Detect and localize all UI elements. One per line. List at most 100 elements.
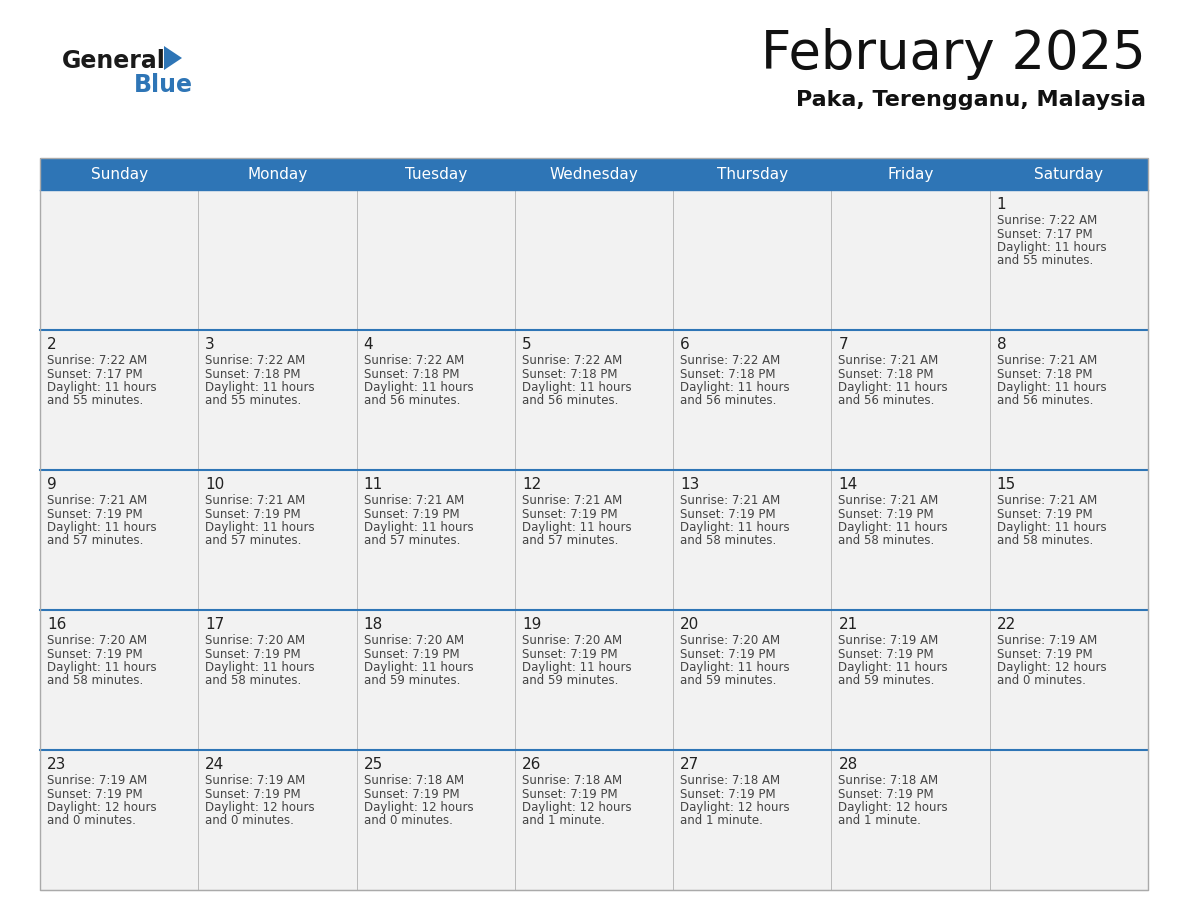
Bar (356, 190, 514, 330)
Text: Daylight: 11 hours: Daylight: 11 hours (681, 661, 790, 674)
Bar (356, 610, 514, 750)
Text: Sunrise: 7:21 AM: Sunrise: 7:21 AM (364, 494, 463, 507)
Text: 13: 13 (681, 477, 700, 492)
Text: Sunset: 7:18 PM: Sunset: 7:18 PM (522, 367, 618, 380)
Text: Sunset: 7:19 PM: Sunset: 7:19 PM (364, 647, 460, 660)
Text: and 0 minutes.: and 0 minutes. (364, 814, 453, 827)
Text: Sunset: 7:17 PM: Sunset: 7:17 PM (48, 367, 143, 380)
Text: Sunrise: 7:19 AM: Sunrise: 7:19 AM (997, 634, 1097, 647)
Text: 19: 19 (522, 617, 542, 632)
Text: Sunset: 7:19 PM: Sunset: 7:19 PM (48, 647, 143, 660)
Text: and 56 minutes.: and 56 minutes. (522, 395, 618, 408)
Text: and 57 minutes.: and 57 minutes. (522, 534, 618, 547)
Bar (356, 750, 514, 890)
Text: Sunset: 7:19 PM: Sunset: 7:19 PM (997, 647, 1092, 660)
Text: Daylight: 11 hours: Daylight: 11 hours (206, 521, 315, 534)
Text: and 59 minutes.: and 59 minutes. (839, 675, 935, 688)
Text: Sunrise: 7:22 AM: Sunrise: 7:22 AM (364, 354, 463, 367)
Bar (514, 190, 674, 330)
Text: Sunset: 7:19 PM: Sunset: 7:19 PM (206, 647, 301, 660)
Text: Daylight: 11 hours: Daylight: 11 hours (997, 241, 1106, 254)
Text: Sunset: 7:17 PM: Sunset: 7:17 PM (997, 228, 1092, 241)
Text: Sunrise: 7:18 AM: Sunrise: 7:18 AM (839, 774, 939, 787)
Text: 6: 6 (681, 337, 690, 352)
Text: Sunrise: 7:21 AM: Sunrise: 7:21 AM (206, 494, 305, 507)
Bar (40, 750, 198, 890)
Bar (356, 470, 514, 610)
Text: and 59 minutes.: and 59 minutes. (681, 675, 777, 688)
Text: Sunset: 7:19 PM: Sunset: 7:19 PM (522, 788, 618, 800)
Text: 4: 4 (364, 337, 373, 352)
Bar (990, 610, 1148, 750)
Text: Daylight: 12 hours: Daylight: 12 hours (48, 801, 157, 814)
Text: Daylight: 11 hours: Daylight: 11 hours (522, 381, 632, 394)
Text: Daylight: 12 hours: Daylight: 12 hours (997, 661, 1106, 674)
Text: Sunset: 7:18 PM: Sunset: 7:18 PM (206, 367, 301, 380)
Text: and 58 minutes.: and 58 minutes. (997, 534, 1093, 547)
Text: 25: 25 (364, 757, 383, 772)
Text: Sunrise: 7:18 AM: Sunrise: 7:18 AM (681, 774, 781, 787)
Text: Daylight: 11 hours: Daylight: 11 hours (364, 521, 473, 534)
Text: Sunset: 7:18 PM: Sunset: 7:18 PM (364, 367, 459, 380)
Text: Sunrise: 7:22 AM: Sunrise: 7:22 AM (206, 354, 305, 367)
Polygon shape (164, 46, 182, 70)
Text: and 56 minutes.: and 56 minutes. (364, 395, 460, 408)
Text: Sunset: 7:19 PM: Sunset: 7:19 PM (206, 788, 301, 800)
Bar (514, 610, 674, 750)
Text: 11: 11 (364, 477, 383, 492)
Text: Sunrise: 7:22 AM: Sunrise: 7:22 AM (997, 214, 1097, 227)
Text: 20: 20 (681, 617, 700, 632)
Text: Sunset: 7:19 PM: Sunset: 7:19 PM (522, 647, 618, 660)
Bar (514, 470, 674, 610)
Text: and 55 minutes.: and 55 minutes. (206, 395, 302, 408)
Bar (832, 610, 990, 750)
Text: 12: 12 (522, 477, 541, 492)
Text: Monday: Monday (247, 166, 308, 182)
Text: Daylight: 11 hours: Daylight: 11 hours (681, 521, 790, 534)
Text: Sunrise: 7:20 AM: Sunrise: 7:20 AM (48, 634, 147, 647)
Text: Sunset: 7:19 PM: Sunset: 7:19 PM (681, 508, 776, 521)
Bar (832, 470, 990, 610)
Text: Sunset: 7:19 PM: Sunset: 7:19 PM (522, 508, 618, 521)
Bar (990, 190, 1148, 330)
Bar (832, 190, 990, 330)
Bar (356, 330, 514, 470)
Bar (514, 330, 674, 470)
Bar (40, 470, 198, 610)
Bar (198, 750, 356, 890)
Text: Sunrise: 7:22 AM: Sunrise: 7:22 AM (48, 354, 147, 367)
Bar (674, 610, 832, 750)
Text: Sunset: 7:18 PM: Sunset: 7:18 PM (839, 367, 934, 380)
Text: Daylight: 11 hours: Daylight: 11 hours (839, 661, 948, 674)
Text: Daylight: 11 hours: Daylight: 11 hours (48, 381, 157, 394)
Text: Tuesday: Tuesday (405, 166, 467, 182)
Text: and 1 minute.: and 1 minute. (681, 814, 763, 827)
Bar (674, 470, 832, 610)
Text: Sunset: 7:19 PM: Sunset: 7:19 PM (364, 788, 460, 800)
Bar (674, 330, 832, 470)
Text: Sunrise: 7:18 AM: Sunrise: 7:18 AM (364, 774, 463, 787)
Text: 23: 23 (48, 757, 67, 772)
Bar (990, 750, 1148, 890)
Text: Daylight: 12 hours: Daylight: 12 hours (522, 801, 632, 814)
Text: Daylight: 11 hours: Daylight: 11 hours (997, 381, 1106, 394)
Text: and 57 minutes.: and 57 minutes. (364, 534, 460, 547)
Text: Daylight: 12 hours: Daylight: 12 hours (364, 801, 473, 814)
Text: 26: 26 (522, 757, 542, 772)
Bar (674, 750, 832, 890)
Text: and 56 minutes.: and 56 minutes. (839, 395, 935, 408)
Bar (514, 750, 674, 890)
Text: 17: 17 (206, 617, 225, 632)
Bar (832, 330, 990, 470)
Bar (40, 330, 198, 470)
Text: and 58 minutes.: and 58 minutes. (839, 534, 935, 547)
Bar (198, 470, 356, 610)
Text: and 59 minutes.: and 59 minutes. (522, 675, 618, 688)
Bar (990, 330, 1148, 470)
Text: 27: 27 (681, 757, 700, 772)
Text: Daylight: 11 hours: Daylight: 11 hours (364, 381, 473, 394)
Text: Sunset: 7:19 PM: Sunset: 7:19 PM (364, 508, 460, 521)
Text: Sunset: 7:19 PM: Sunset: 7:19 PM (48, 508, 143, 521)
Text: 28: 28 (839, 757, 858, 772)
Text: Sunrise: 7:22 AM: Sunrise: 7:22 AM (522, 354, 623, 367)
